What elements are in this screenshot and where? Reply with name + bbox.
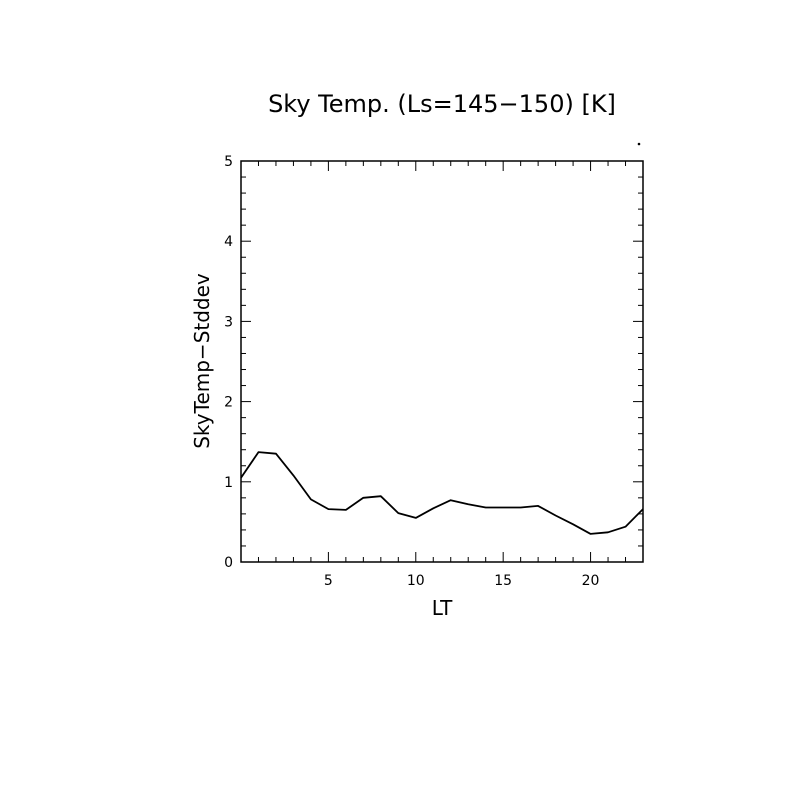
y-tick-label: 4 xyxy=(224,234,233,250)
y-tick-label: 1 xyxy=(224,475,233,491)
x-tick-label: 10 xyxy=(407,573,425,589)
tick-labels: 5 10 15 20 0 1 2 3 4 5 xyxy=(224,154,599,589)
x-axis-label: LT xyxy=(432,596,453,620)
chart-title: Sky Temp. (Ls=145−150) [K] xyxy=(268,90,616,118)
y-tick-label: 3 xyxy=(224,314,233,330)
x-tick-label: 15 xyxy=(494,573,512,589)
y-axis-label: SkyTemp−Stddev xyxy=(190,273,214,449)
x-tick-label: 20 xyxy=(582,573,600,589)
plot-frame xyxy=(240,160,644,563)
y-tick-label: 5 xyxy=(224,154,233,170)
series-layer xyxy=(240,451,644,535)
corner-dot xyxy=(637,142,641,146)
series-line xyxy=(240,451,644,535)
axis-ticks xyxy=(240,160,644,563)
y-tick-label: 2 xyxy=(224,395,233,411)
x-tick-label: 5 xyxy=(324,573,333,589)
y-tick-label: 0 xyxy=(224,555,233,571)
